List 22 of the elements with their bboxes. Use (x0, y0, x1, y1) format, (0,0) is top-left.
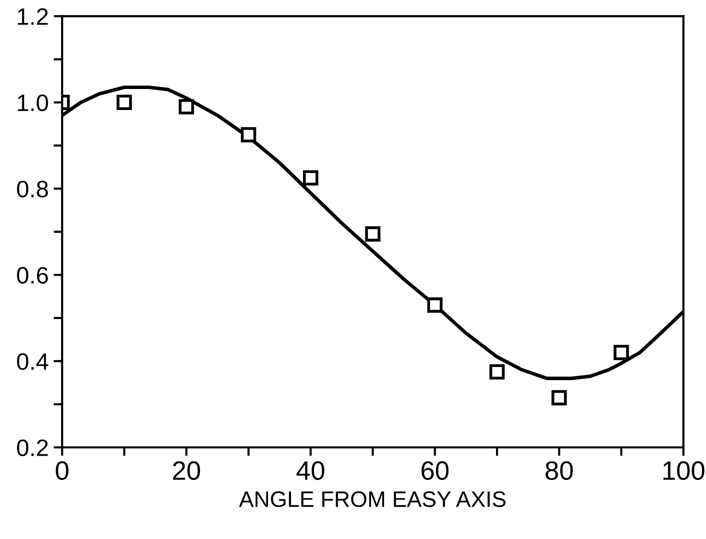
point (614, 344, 629, 360)
point (178, 99, 194, 114)
x-tick-label: 40 (296, 461, 324, 480)
y-tick-label: 0.2 (17, 439, 48, 456)
y-tick-label: 1.0 (18, 94, 48, 112)
point (489, 364, 505, 380)
y-tick-label: 1.2 (18, 8, 48, 25)
point (365, 226, 380, 242)
point (240, 127, 256, 142)
x-axis-title: ANGLE FROM EASY AXIS (239, 491, 506, 508)
point (116, 94, 132, 110)
point (552, 390, 567, 406)
y-tick-label: 0.4 (17, 353, 48, 370)
point (303, 170, 318, 186)
x-tick-label: 100 (663, 461, 704, 480)
x-tick-label: 20 (173, 461, 200, 480)
y-tick-label: 0.8 (17, 180, 48, 198)
y-tick-label: 0.6 (17, 266, 48, 284)
point (427, 297, 443, 313)
x-tick-label: 80 (546, 461, 573, 480)
x-tick-label: 60 (422, 461, 449, 480)
x-tick-label: 0 (56, 461, 68, 480)
